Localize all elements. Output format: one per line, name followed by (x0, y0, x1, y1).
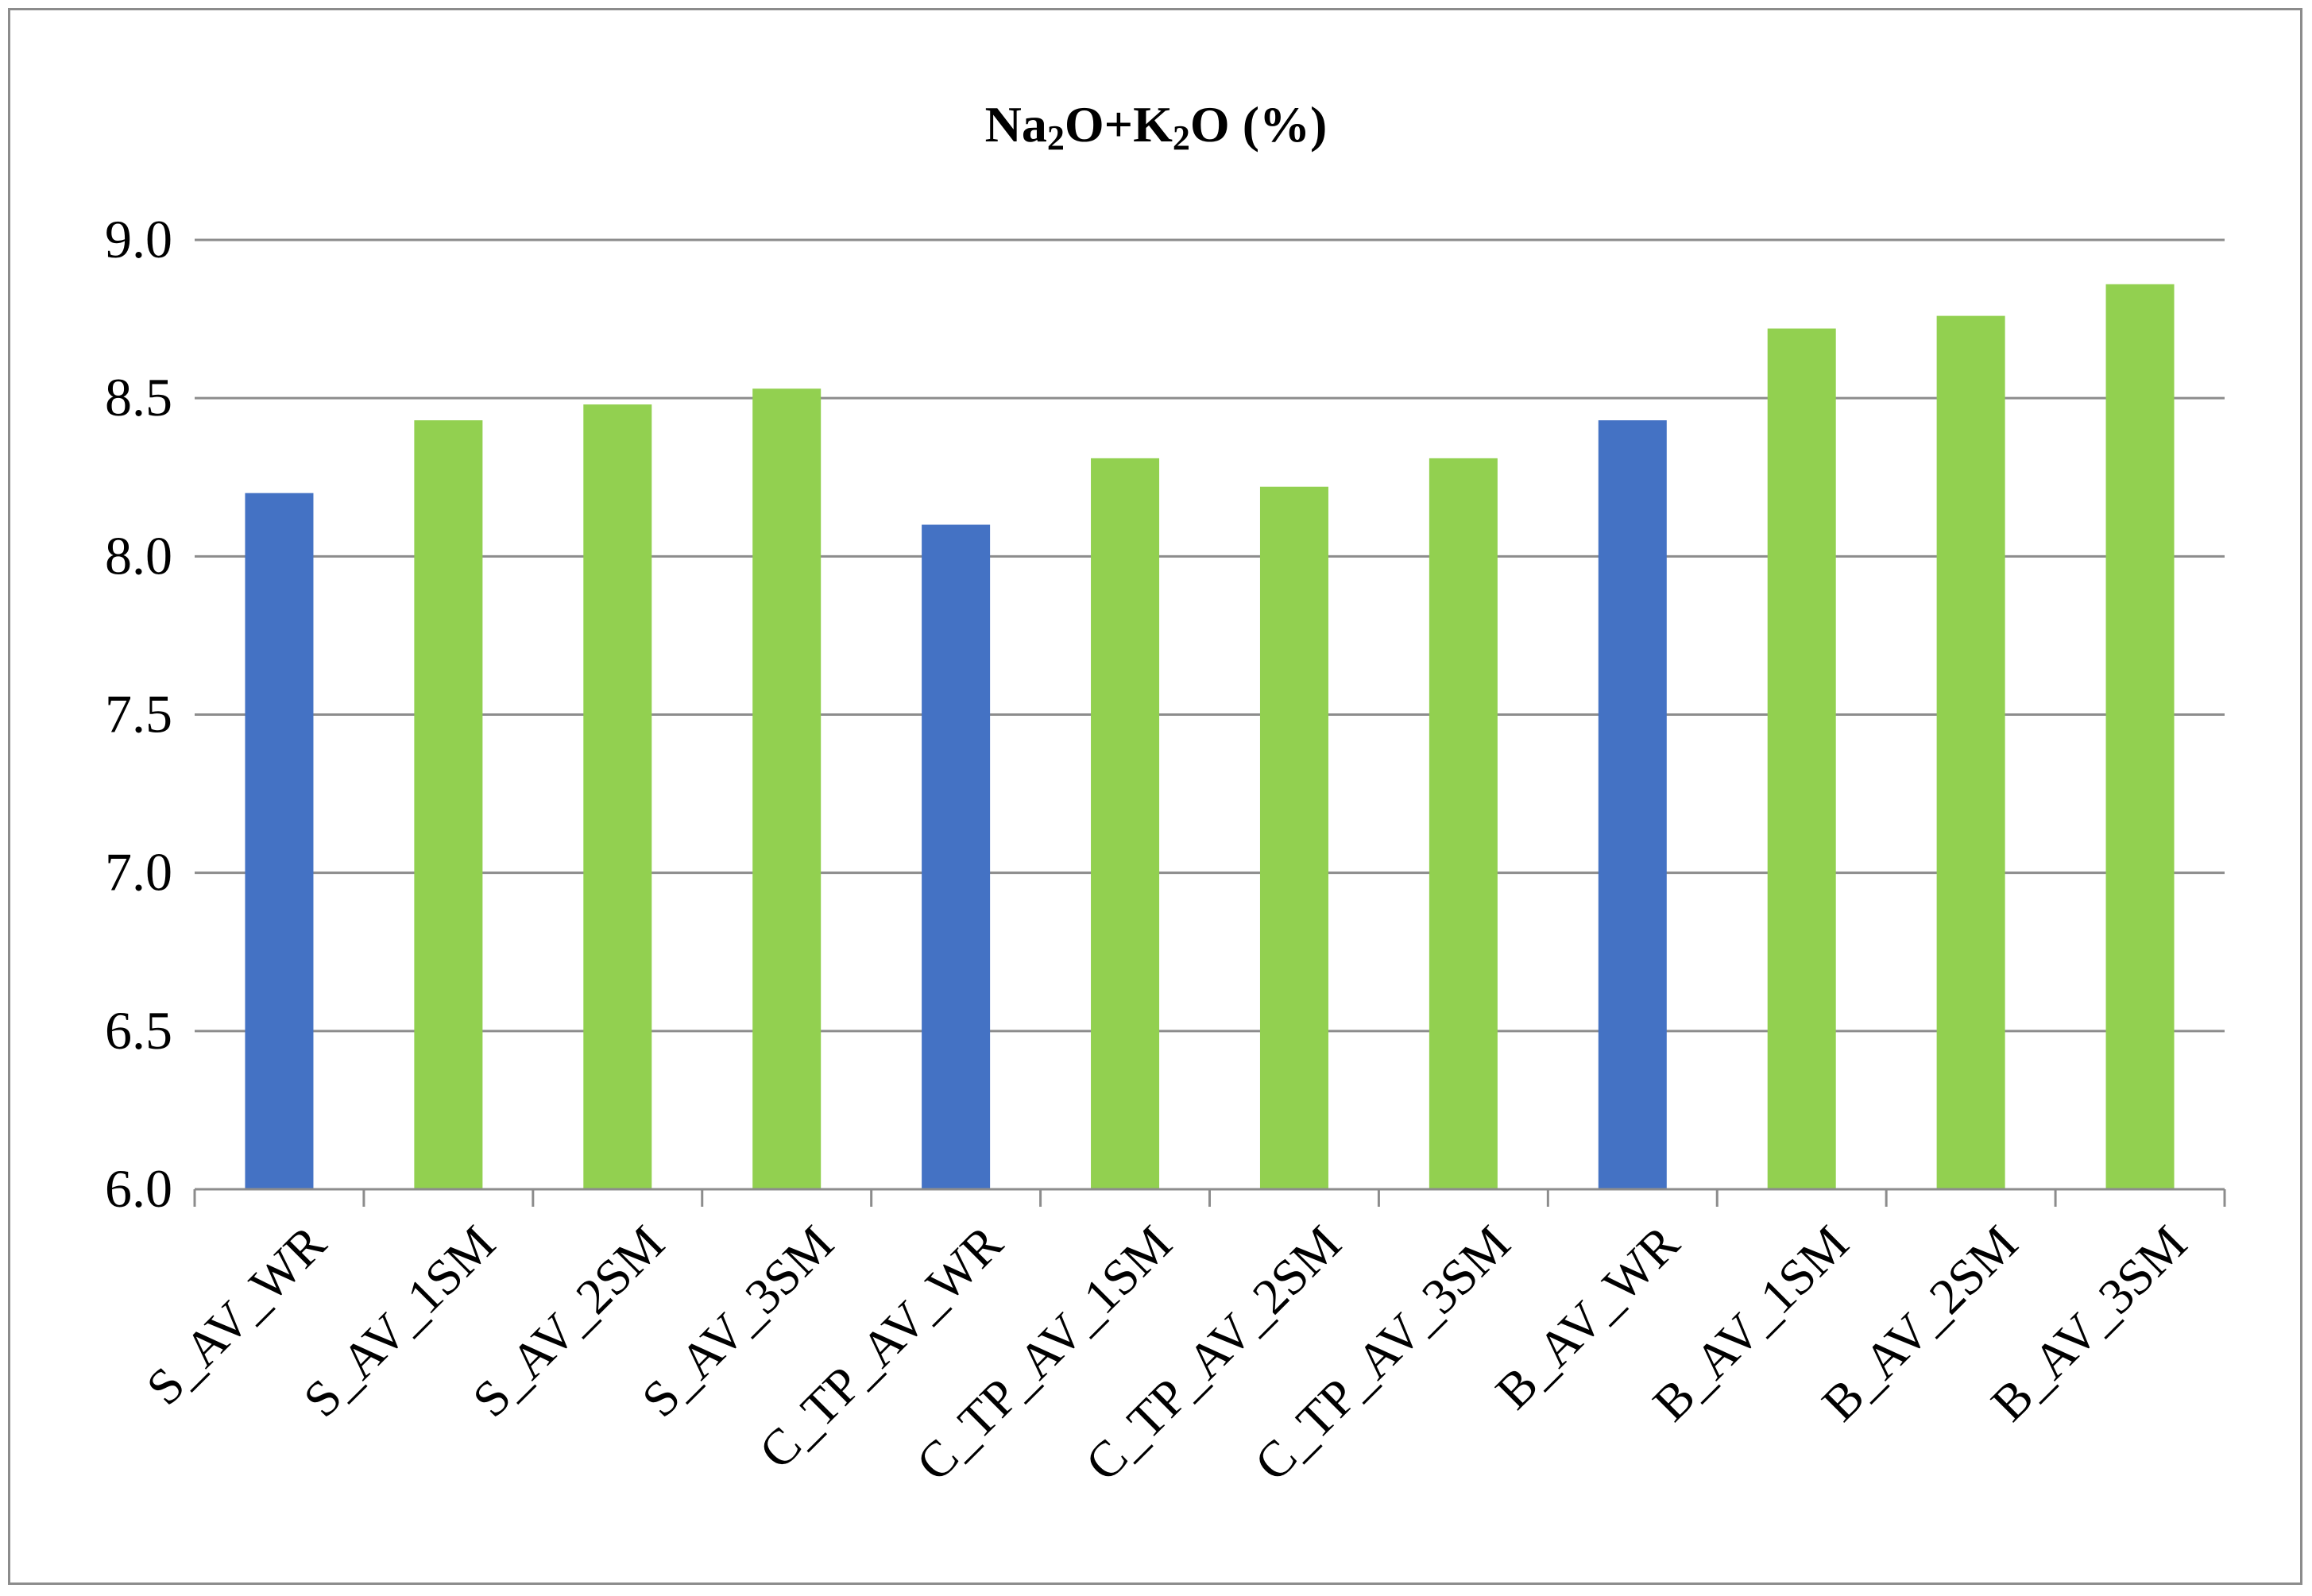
title-segment: O+K (1065, 96, 1173, 153)
bar-s-av-2sm (583, 404, 652, 1190)
bars (245, 284, 2175, 1190)
x-axis (193, 1188, 2226, 1207)
bar-b-av-2sm (1936, 315, 2005, 1190)
bar-c-tp-av-3sm (1429, 458, 1498, 1189)
y-tick-label: 6.5 (105, 1000, 172, 1061)
bar-s-av-wr (245, 493, 314, 1189)
y-tick-label: 6.0 (105, 1158, 172, 1219)
bar-s-av-3sm (752, 388, 822, 1189)
bar-b-av-wr (1598, 420, 1667, 1189)
y-tick-label: 7.0 (105, 842, 172, 902)
bar-c-tp-av-2sm (1259, 486, 1328, 1189)
gridlines (195, 238, 2225, 1033)
y-tick-label: 8.5 (105, 367, 172, 427)
x-axis-tick-labels: S_AV_WRS_AV_1SMS_AV_2SMS_AV_3SMC_TP_AV_W… (136, 1215, 2198, 1492)
bar-b-av-1sm (1767, 328, 1836, 1189)
title-segment: O (%) (1190, 96, 1327, 153)
bar-b-av-3sm (2105, 284, 2175, 1190)
y-tick-label: 7.5 (105, 684, 172, 744)
y-tick-label: 9.0 (105, 209, 172, 269)
bar-c-tp-av-wr (922, 524, 991, 1189)
chart-title: Na2O+K2O (%) (985, 96, 1328, 157)
bar-c-tp-av-1sm (1091, 458, 1160, 1189)
title-subscript: 2 (1047, 118, 1065, 157)
y-axis-tick-labels: 6.0 6.5 7.0 7.5 8.0 8.5 9.0 (105, 209, 172, 1219)
y-tick-label: 8.0 (105, 525, 172, 585)
title-subscript: 2 (1173, 118, 1190, 157)
title-segment: Na (985, 96, 1047, 153)
bar-s-av-1sm (414, 420, 483, 1189)
